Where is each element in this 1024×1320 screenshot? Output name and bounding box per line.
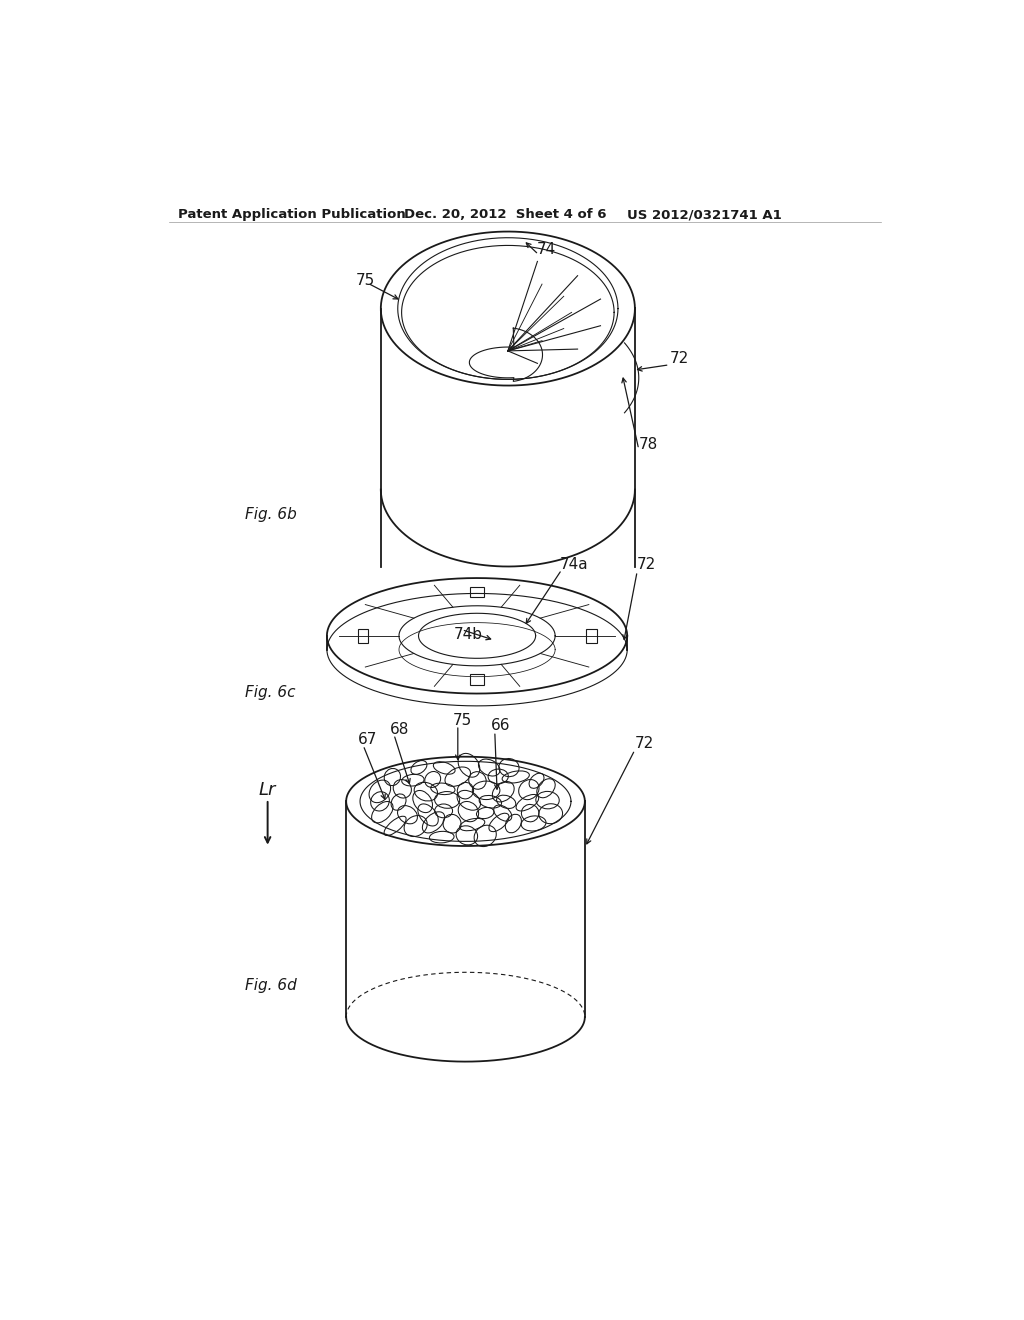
Text: Dec. 20, 2012  Sheet 4 of 6: Dec. 20, 2012 Sheet 4 of 6 <box>403 209 606 222</box>
Text: 74b: 74b <box>454 627 483 642</box>
Text: Patent Application Publication: Patent Application Publication <box>178 209 407 222</box>
Text: 66: 66 <box>490 718 510 734</box>
Text: 67: 67 <box>357 733 377 747</box>
Bar <box>586 628 597 643</box>
Text: Fig. 6d: Fig. 6d <box>245 978 296 993</box>
Text: 75: 75 <box>356 272 376 288</box>
Text: 75: 75 <box>453 713 472 729</box>
Text: 72: 72 <box>637 557 656 573</box>
Text: 78: 78 <box>639 437 658 453</box>
Bar <box>470 586 484 598</box>
Text: Fig. 6b: Fig. 6b <box>245 507 296 521</box>
Text: 72: 72 <box>670 351 689 366</box>
Text: 68: 68 <box>390 722 410 738</box>
Bar <box>357 628 369 643</box>
Text: 74a: 74a <box>560 557 589 573</box>
Text: 72: 72 <box>635 737 654 751</box>
Text: Lr: Lr <box>259 781 276 799</box>
Text: US 2012/0321741 A1: US 2012/0321741 A1 <box>628 209 782 222</box>
Text: 74: 74 <box>537 242 556 257</box>
Bar <box>470 675 484 685</box>
Text: Fig. 6c: Fig. 6c <box>245 685 295 701</box>
